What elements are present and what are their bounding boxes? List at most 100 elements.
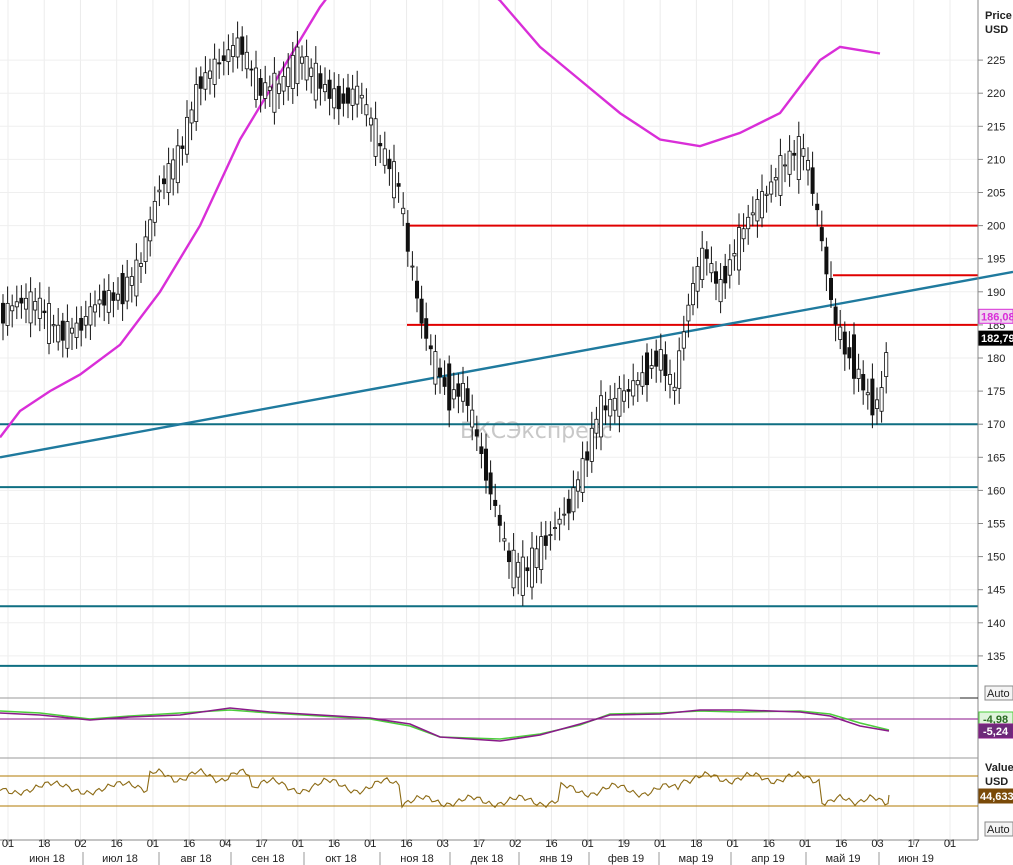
candle: [332, 72, 337, 120]
moving-average-line: [0, 0, 881, 439]
candle: [65, 304, 70, 358]
candle: [879, 371, 884, 423]
candle: [212, 43, 217, 98]
candle: [373, 101, 378, 166]
candle: [810, 151, 815, 206]
auto-button-pane1[interactable]: Auto: [984, 685, 1013, 701]
x-month-label: дек 18: [471, 853, 504, 865]
candle: [580, 441, 585, 502]
candle: [686, 293, 691, 338]
candle: [589, 411, 594, 473]
candle: [120, 264, 125, 321]
auto-button-pane2[interactable]: Auto: [984, 821, 1013, 837]
oscillator-badge: -4,98: [978, 711, 1013, 727]
candle: [51, 314, 56, 343]
candle: [184, 100, 189, 163]
candle: [483, 433, 488, 494]
candle: [244, 35, 249, 79]
oscillator-line: [0, 707, 890, 742]
candle: [474, 415, 479, 451]
candle: [148, 206, 153, 257]
candle: [405, 210, 410, 267]
candle: [350, 74, 355, 121]
x-tick-label: 17: [908, 838, 920, 850]
candle: [861, 360, 866, 405]
candle: [447, 355, 452, 428]
x-month-label: ноя 18: [400, 853, 433, 865]
candle: [520, 540, 525, 606]
candle: [10, 294, 15, 328]
candle: [760, 174, 765, 228]
candle: [640, 355, 645, 395]
candle: [700, 231, 705, 289]
candle: [806, 147, 811, 186]
candle: [539, 521, 544, 584]
candle: [645, 343, 650, 402]
date-axis[interactable]: 01 18 02 16 01 16 04 17 01 16 01 16 03 17 02 16 01 19 01 18…: [2, 838, 956, 865]
candle: [230, 32, 235, 73]
candle: [571, 470, 576, 521]
candle: [83, 300, 88, 339]
x-tick-label: 01: [2, 838, 14, 850]
x-tick-label: 01: [147, 838, 159, 850]
price-badge-text: 182,79: [981, 333, 1013, 345]
candle: [322, 67, 327, 102]
candle: [502, 521, 507, 551]
y-tick-label: 215: [987, 121, 1005, 133]
x-month-label: июл 18: [102, 853, 138, 865]
candle: [14, 285, 19, 320]
candle: [603, 391, 608, 425]
x-tick-label: 17: [473, 838, 485, 850]
candle: [543, 520, 548, 560]
candle: [612, 382, 617, 424]
candle: [125, 259, 130, 310]
price-badge: 182,79: [978, 330, 1013, 346]
candle: [23, 283, 28, 324]
candle: [203, 56, 208, 101]
candle: [460, 366, 465, 413]
moving-average-series: [0, 0, 1013, 459]
candle: [152, 186, 157, 237]
watermark: БКСЭкспресс: [460, 419, 613, 444]
candle: [88, 292, 93, 340]
candle: [737, 213, 742, 285]
candle: [382, 131, 387, 174]
candle: [166, 147, 171, 206]
candle: [180, 136, 185, 166]
candle: [668, 359, 673, 399]
candle: [746, 204, 751, 245]
candle: [74, 306, 79, 349]
candle: [833, 298, 838, 342]
x-tick-label: 16: [545, 838, 557, 850]
candle: [847, 331, 852, 370]
candle: [801, 133, 806, 171]
x-month-label: сен 18: [252, 853, 285, 865]
x-tick-label: 01: [944, 838, 956, 850]
y-tick-label: 135: [987, 651, 1005, 663]
y-tick-label: 145: [987, 585, 1005, 597]
candle: [221, 41, 226, 76]
x-tick-label: 01: [292, 838, 304, 850]
candle: [525, 556, 530, 588]
candle: [599, 380, 604, 451]
candle: [732, 239, 737, 271]
candle: [207, 58, 212, 95]
value-axis-unit: USD: [985, 776, 1008, 788]
candle: [226, 34, 231, 76]
price-axis[interactable]: 2252202152102052001951901851801751701651…: [978, 55, 1005, 663]
candle: [654, 339, 659, 383]
price-badge-text: 186,08: [981, 311, 1013, 323]
candle: [856, 353, 861, 392]
x-month-label: янв 19: [539, 853, 572, 865]
candle: [663, 341, 668, 392]
candle: [97, 284, 102, 318]
candle: [258, 69, 263, 113]
auto-label-pane2: Auto: [987, 824, 1010, 836]
candle: [111, 282, 116, 318]
candle: [419, 285, 424, 339]
candle: [171, 148, 176, 196]
candle: [631, 363, 636, 406]
candle: [0, 294, 6, 341]
oscillator-badge-text: -5,24: [983, 726, 1009, 738]
